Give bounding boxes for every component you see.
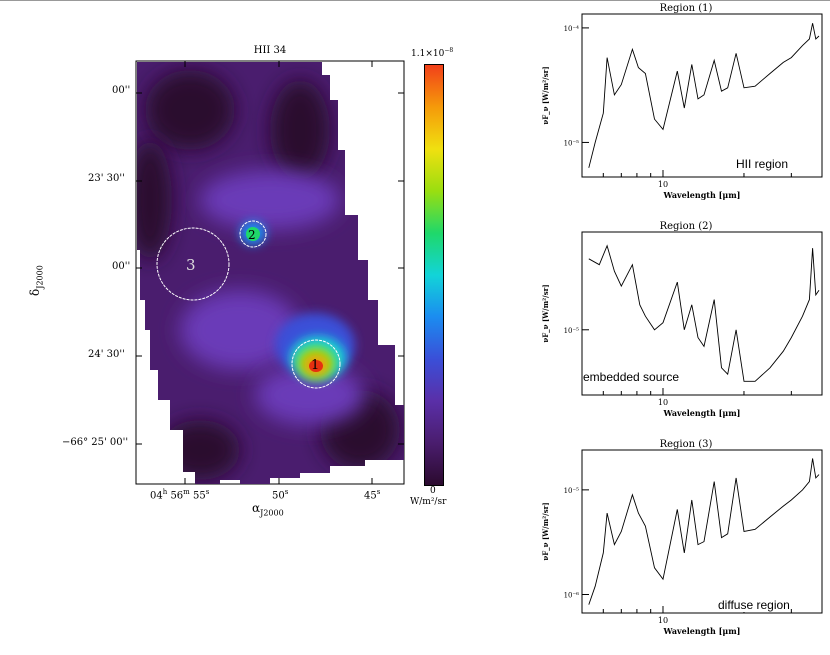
spectrum-1-title: Region (1) (659, 3, 713, 14)
region-2-label: 2 (248, 228, 256, 242)
y-tick-label: 10⁻⁴ (564, 25, 580, 33)
spectrum-line (588, 244, 820, 382)
colorbar: 1.1×10−8 0 W/m²/sr (400, 40, 480, 520)
y-tick-label: 10⁻⁵ (564, 139, 580, 147)
region-3-label: 3 (186, 256, 196, 274)
dec-tick-00b: 00'' (112, 261, 131, 272)
spectrum-panel-2: Region (2) 10⁻⁵ 10 Wavelength [μm] νF_ν [W/… (526, 218, 826, 428)
dec-tick-2430: 24' 30'' (88, 349, 125, 360)
spectrum-1-annotation: HII region (736, 157, 789, 171)
y-axis-label: νF_ν [W/m²/sr] (541, 66, 550, 124)
ra-tick-50: 50s (272, 488, 289, 502)
dec-tick-2330: 23' 30'' (88, 173, 125, 184)
y-tick-label: 10⁻⁵ (564, 327, 580, 335)
spectrum-2-annotation: embedded source (583, 370, 680, 384)
map-image: 1 2 3 (135, 60, 405, 485)
x-axis-label: Wavelength [μm] (663, 408, 741, 418)
region-1-label: 1 (311, 358, 319, 373)
top-border (0, 0, 830, 1)
spectrum-panel-1: Region (1) 10⁻⁴ 10⁻⁵ 10 Wavelength [μm] νF_ν… (526, 0, 826, 210)
plot-frame (581, 13, 823, 178)
spectrum-line (588, 23, 820, 168)
colorbar-max-label: 1.1×10−8 (411, 47, 454, 59)
colorbar-unit: W/m²/sr (410, 497, 447, 507)
y-tick-label: 10⁻⁵ (564, 487, 580, 495)
map-title: HII 34 (253, 45, 287, 56)
region-3-circle (156, 227, 230, 301)
x-axis-label: Wavelength [μm] (663, 626, 741, 636)
plot-frame (581, 449, 823, 614)
plot-frame (581, 231, 823, 396)
intensity-map (137, 62, 404, 484)
region-1-circle (291, 339, 341, 389)
x-tick-label: 10 (658, 180, 668, 189)
spectrum-3-title: Region (3) (659, 439, 713, 450)
spectrum-line (588, 458, 820, 605)
dec-tick-00a: 00'' (112, 85, 131, 96)
region-2-circle (239, 220, 267, 248)
colorbar-gradient (424, 64, 444, 486)
y-tick-label: 10⁻⁶ (564, 591, 580, 599)
spectrum-panel-3: Region (3) 10⁻⁵ 10⁻⁶ 10 Wavelength [μm] νF_ν… (526, 436, 826, 646)
x-tick-label: 10 (658, 398, 668, 407)
spectrum-3-annotation: diffuse region (718, 598, 790, 612)
spectrum-2-title: Region (2) (659, 221, 713, 232)
x-axis-label: Wavelength [μm] (663, 190, 741, 200)
dec-axis-label: δJ2000 (28, 265, 45, 296)
ra-tick-045655: 04h 56m 55s (150, 488, 210, 502)
y-axis-label: νF_ν [W/m²/sr] (541, 284, 550, 342)
ra-tick-45: 45s (364, 488, 381, 502)
dec-tick-2500: −66° 25' 00'' (62, 437, 129, 448)
ra-axis-label: αJ2000 (252, 501, 284, 518)
map-panel: HII 34 (0, 0, 520, 520)
x-tick-label: 10 (658, 616, 668, 625)
colorbar-min-label: 0 (430, 486, 436, 496)
y-axis-label: νF_ν [W/m²/sr] (541, 502, 550, 560)
